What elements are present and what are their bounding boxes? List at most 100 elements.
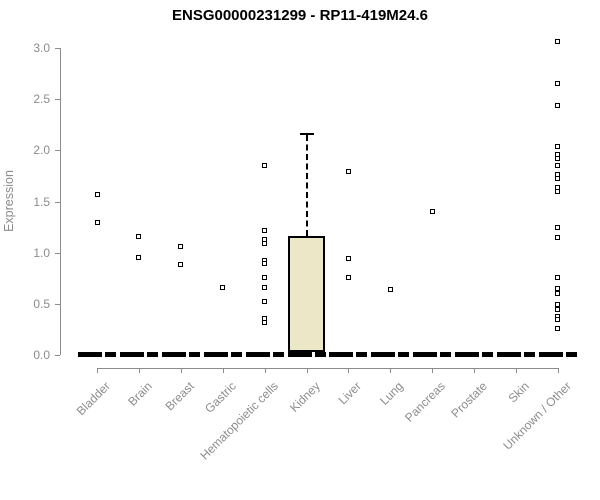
data-point-marker [555, 156, 561, 162]
x-axis-tick [390, 368, 392, 373]
x-axis-tick [222, 368, 224, 373]
zero-median-line [119, 352, 158, 357]
data-point-marker [555, 316, 561, 322]
zero-median-dash [146, 352, 158, 357]
x-axis-tick [306, 368, 308, 373]
data-point-marker [262, 284, 268, 290]
zero-median-line [245, 352, 284, 357]
y-tick-label: 2.0 [33, 143, 50, 158]
zero-median-line [413, 352, 452, 357]
zero-median-dash [314, 352, 326, 357]
zero-median-dash [538, 352, 563, 357]
y-axis-line [60, 48, 61, 355]
data-point-marker [555, 188, 561, 194]
zero-median-dash [413, 352, 438, 357]
zero-median-dash [78, 352, 102, 357]
y-axis-tick [55, 99, 60, 101]
data-point-marker [94, 191, 100, 197]
data-point-marker [555, 307, 561, 313]
data-point-marker [555, 176, 561, 182]
zero-median-dash [105, 352, 116, 357]
x-axis-tick [432, 368, 434, 373]
zero-median-dash [440, 352, 452, 357]
x-axis-tick [180, 368, 182, 373]
chart-title: ENSG00000231299 - RP11-419M24.6 [171, 7, 428, 24]
data-point-marker [555, 274, 561, 280]
data-point-marker [262, 299, 268, 305]
data-point-marker [262, 163, 268, 169]
data-point-marker [555, 234, 561, 240]
zero-median-line [455, 352, 494, 357]
zero-median-line [371, 352, 410, 357]
y-axis-tick [55, 201, 60, 203]
x-axis-tick [348, 368, 350, 373]
data-point-marker [136, 255, 142, 261]
zero-median-line [538, 352, 577, 357]
box-whisker-cap [299, 132, 314, 135]
y-axis-tick [55, 48, 60, 49]
data-point-marker [178, 262, 184, 268]
data-point-marker [345, 256, 351, 262]
y-tick-label: 0.0 [33, 348, 50, 362]
zero-median-dash [524, 352, 535, 357]
x-axis-tick [138, 368, 140, 373]
x-tick-label: Unknown / Other [500, 379, 574, 453]
zero-median-line [287, 352, 326, 357]
zero-median-dash [482, 352, 494, 357]
y-tick-label: 3.0 [33, 41, 50, 55]
data-point-marker [387, 287, 393, 292]
zero-median-dash [161, 352, 186, 357]
box-whisker [305, 134, 308, 237]
zero-median-dash [188, 352, 200, 357]
data-point-marker [345, 169, 351, 175]
data-point-marker [555, 291, 561, 297]
data-point-marker [220, 284, 226, 290]
data-point-marker [555, 224, 561, 230]
zero-median-dash [119, 352, 144, 357]
data-point-marker [429, 209, 435, 215]
zero-median-dash [565, 352, 577, 357]
data-point-marker [262, 319, 268, 325]
y-tick-label: 1.0 [33, 245, 50, 260]
y-tick-label: 0.5 [33, 296, 50, 311]
x-axis-tick [557, 368, 559, 373]
data-point-marker [94, 220, 100, 226]
zero-median-dash [230, 352, 242, 357]
zero-median-line [161, 352, 200, 357]
data-point-marker [262, 240, 268, 246]
data-point-marker [555, 325, 561, 331]
zero-median-dash [203, 352, 228, 357]
data-point-marker [178, 244, 184, 250]
zero-median-line [329, 352, 368, 357]
data-point-marker [262, 274, 268, 280]
box-kidney [288, 236, 325, 352]
y-axis-label: Expression [2, 170, 16, 232]
x-axis-line [97, 368, 558, 369]
data-point-marker [555, 39, 561, 45]
zero-median-dash [329, 352, 354, 357]
y-axis-tick [55, 150, 60, 152]
zero-median-dash [371, 352, 396, 357]
y-axis-tick [55, 252, 60, 254]
x-axis-tick [516, 368, 517, 373]
zero-median-dash [272, 352, 284, 357]
y-axis-tick [55, 303, 60, 305]
x-axis-tick [264, 368, 266, 373]
zero-median-dash [356, 352, 368, 357]
x-axis-tick [97, 368, 98, 373]
zero-median-dash [497, 352, 521, 357]
data-point-marker [555, 302, 561, 308]
data-point-marker [555, 163, 561, 169]
data-point-marker [136, 233, 142, 239]
zero-median-line [78, 352, 116, 357]
data-point-marker [262, 227, 268, 233]
zero-median-line [203, 352, 242, 357]
y-tick-label: 1.5 [33, 194, 50, 209]
data-point-marker [262, 261, 268, 267]
data-point-marker [555, 143, 561, 149]
zero-median-dash [398, 352, 410, 357]
y-tick-label: 2.5 [33, 92, 50, 107]
zero-median-dash [287, 352, 312, 357]
data-point-marker [555, 285, 561, 291]
